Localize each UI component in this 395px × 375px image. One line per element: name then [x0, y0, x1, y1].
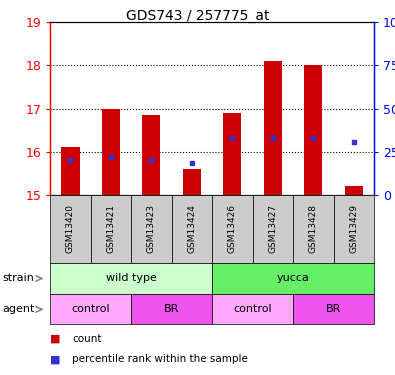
Bar	[142, 115, 160, 195]
Text: GSM13427: GSM13427	[268, 204, 277, 253]
Text: control: control	[71, 304, 110, 314]
Text: GSM13421: GSM13421	[106, 204, 115, 253]
Bar	[102, 109, 120, 195]
Bar	[264, 61, 282, 195]
Text: ■: ■	[50, 334, 61, 344]
Text: GSM13420: GSM13420	[66, 204, 75, 253]
Text: agent: agent	[2, 304, 34, 314]
Bar	[61, 147, 79, 195]
Text: BR: BR	[326, 304, 341, 314]
Bar	[345, 186, 363, 195]
Text: GSM13426: GSM13426	[228, 204, 237, 253]
Bar	[223, 113, 241, 195]
Text: percentile rank within the sample: percentile rank within the sample	[72, 354, 248, 364]
Text: GSM13429: GSM13429	[349, 204, 358, 253]
Text: ■: ■	[50, 354, 61, 364]
Text: yucca: yucca	[276, 273, 310, 284]
Text: GSM13423: GSM13423	[147, 204, 156, 253]
Text: strain: strain	[2, 273, 34, 284]
Text: control: control	[233, 304, 272, 314]
Text: count: count	[72, 334, 102, 344]
Text: wild type: wild type	[106, 273, 156, 284]
Text: BR: BR	[164, 304, 179, 314]
Bar	[304, 65, 322, 195]
Text: GSM13428: GSM13428	[309, 204, 318, 253]
Bar	[183, 169, 201, 195]
Text: GDS743 / 257775_at: GDS743 / 257775_at	[126, 9, 269, 23]
Text: GSM13424: GSM13424	[187, 204, 196, 253]
